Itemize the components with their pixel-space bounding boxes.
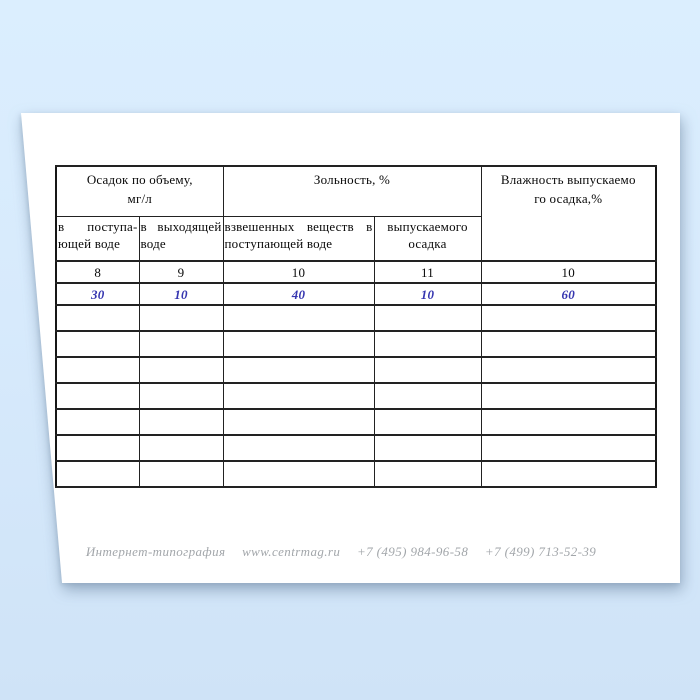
empty-cell <box>480 304 657 332</box>
entry-cell: 40 <box>222 282 375 306</box>
empty-cell <box>55 408 140 436</box>
page-shadow: Осадок по объему, мг/л Зольность, % Влаж… <box>21 113 680 583</box>
sub-header-suspended-word: взвешенных <box>224 219 295 234</box>
empty-cell <box>222 356 375 384</box>
printshop-name: Интернет-типография <box>85 544 226 559</box>
empty-cell <box>373 356 482 384</box>
document-page: Осадок по объему, мг/л Зольность, % Влаж… <box>21 113 680 583</box>
sub-header-suspended-line2: поступающей воде <box>224 236 333 251</box>
group-header-ash: Зольность, % <box>222 165 482 217</box>
sub-header-incoming-water: в поступа- ющей воде <box>55 216 140 262</box>
empty-cell <box>373 434 482 462</box>
group-header-moisture: Влажность выпускаемо го осадка,% <box>480 165 657 262</box>
group-header-moisture-line2: го осадка,% <box>534 191 603 206</box>
sub-header-suspended-word: в <box>366 219 373 234</box>
column-number-10b: 10 <box>480 260 657 284</box>
sub-header-outgoing-word: выходящей <box>157 219 222 234</box>
empty-cell <box>222 460 375 488</box>
sub-header-row: в поступа- ющей воде в выходящей воде <box>55 216 656 262</box>
empty-cell <box>138 304 224 332</box>
group-header-moisture-line1: Влажность выпускаемо <box>500 172 636 187</box>
empty-cell <box>55 304 140 332</box>
empty-cell <box>138 408 224 436</box>
group-header-row: Осадок по объему, мг/л Зольность, % Влаж… <box>55 165 657 262</box>
column-number-8: 8 <box>55 260 140 284</box>
entry-cell: 10 <box>138 282 224 306</box>
sub-header-suspended-solids: взвешенных веществ в поступающей воде <box>222 216 375 262</box>
printshop-website: www.centrmag.ru <box>242 544 341 559</box>
empty-cell <box>373 330 482 358</box>
printshop-footer: Интернет-типография www.centrmag.ru +7 (… <box>41 544 641 560</box>
sub-header-incoming-line2: ющей воде <box>58 236 121 251</box>
empty-cell <box>55 330 140 358</box>
column-number-10: 10 <box>222 260 375 284</box>
group-header-sediment-line2: мг/л <box>127 191 152 206</box>
empty-cell <box>480 330 657 358</box>
printshop-phone-1: +7 (495) 984-96-58 <box>356 544 469 559</box>
empty-cell <box>222 304 375 332</box>
empty-row <box>55 330 657 358</box>
empty-cell <box>222 330 375 358</box>
empty-row <box>55 382 657 410</box>
empty-cell <box>480 460 657 488</box>
journal-table: Осадок по объему, мг/л Зольность, % Влаж… <box>55 165 657 488</box>
empty-cell <box>55 382 140 410</box>
sub-header-outgoing-line2: воде <box>140 236 166 251</box>
empty-cell <box>373 304 482 332</box>
empty-row <box>55 460 657 488</box>
empty-cell <box>222 408 375 436</box>
empty-cell <box>138 382 224 410</box>
empty-row <box>55 434 657 462</box>
sub-header-suspended-word: веществ <box>306 219 354 234</box>
sub-header-outgoing-word: в <box>140 219 147 234</box>
empty-cell <box>138 356 224 384</box>
empty-row <box>55 304 657 332</box>
empty-cell <box>138 330 224 358</box>
empty-cell <box>480 356 657 384</box>
sub-header-released-line2: осадка <box>408 236 447 251</box>
empty-cell <box>55 356 140 384</box>
group-header-sediment-line1: Осадок по объему, <box>86 172 193 187</box>
empty-cell <box>222 382 375 410</box>
sub-header-released-line1: выпускаемого <box>387 219 468 234</box>
sub-header-released-sludge: выпускаемого осадка <box>373 216 482 262</box>
column-number-11: 11 <box>373 260 482 284</box>
empty-cell <box>55 434 140 462</box>
empty-cell <box>373 382 482 410</box>
entry-cell: 60 <box>480 282 657 306</box>
empty-cell <box>373 408 482 436</box>
entry-row: 30 10 40 10 60 <box>55 282 657 306</box>
empty-row <box>55 356 657 384</box>
group-header-ash-label: Зольность, % <box>313 172 391 187</box>
printshop-phone-2: +7 (499) 713-52-39 <box>484 544 597 559</box>
column-number-row: 8 9 10 11 10 <box>55 260 657 284</box>
empty-cell <box>480 434 657 462</box>
sub-header-outgoing-water: в выходящей воде <box>138 216 224 262</box>
empty-cell <box>138 460 224 488</box>
sub-header-incoming-word: поступа- <box>87 219 138 234</box>
empty-cell <box>373 460 482 488</box>
entry-cell: 30 <box>55 282 140 306</box>
sub-header-incoming-word: в <box>58 219 65 234</box>
empty-cell <box>222 434 375 462</box>
empty-cell <box>55 460 140 488</box>
empty-cell <box>138 434 224 462</box>
column-number-9: 9 <box>138 260 224 284</box>
entry-cell: 10 <box>373 282 482 306</box>
table-body: Осадок по объему, мг/л Зольность, % Влаж… <box>55 165 657 488</box>
empty-cell <box>480 382 657 410</box>
empty-cell <box>480 408 657 436</box>
empty-row <box>55 408 657 436</box>
group-header-sediment: Осадок по объему, мг/л <box>55 165 224 217</box>
